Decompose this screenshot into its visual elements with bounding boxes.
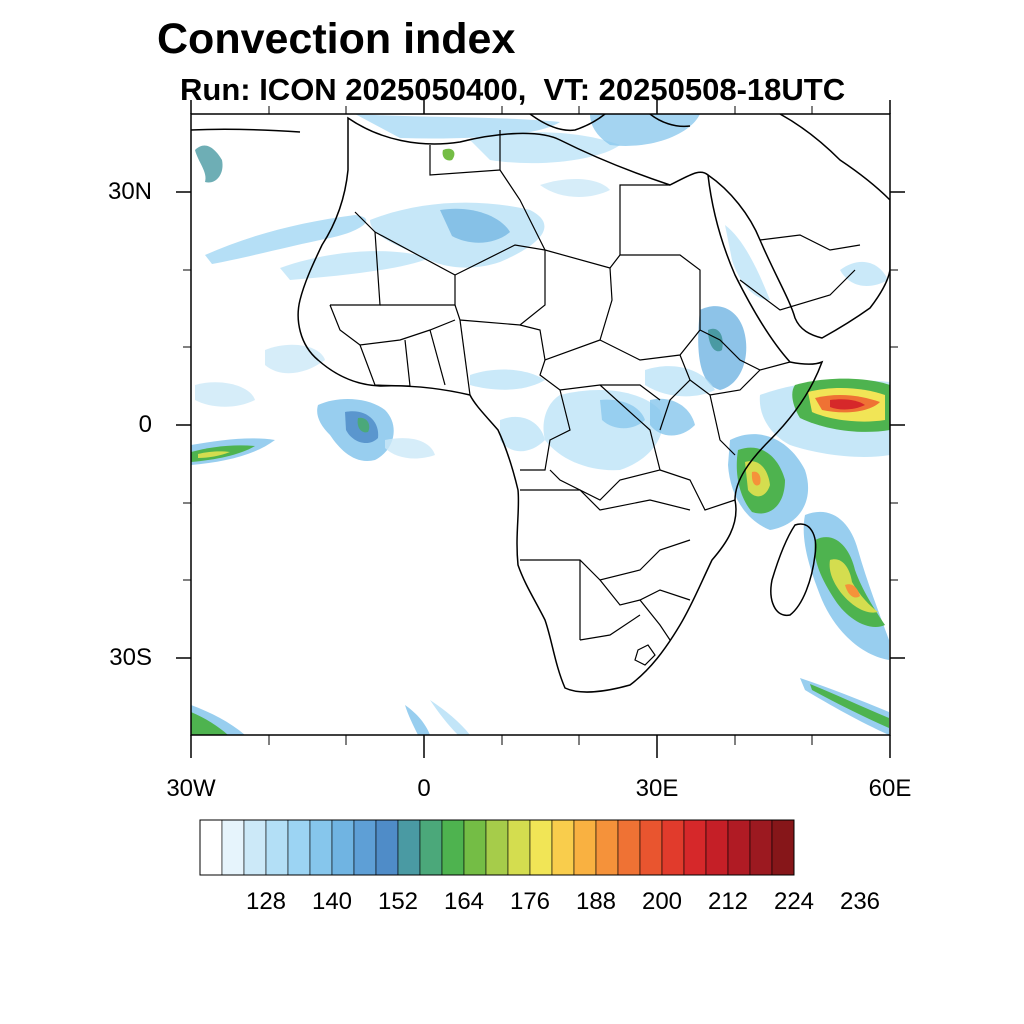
- country-borders: [329, 130, 861, 666]
- convection-area: [725, 225, 770, 300]
- convection-area: [540, 178, 610, 197]
- lon-label-30e: 30E: [635, 775, 679, 802]
- colorbar-swatch: [331, 819, 355, 876]
- colorbar-swatch: [287, 819, 311, 876]
- convection-area: [385, 438, 435, 459]
- convection-area: [829, 559, 878, 613]
- colorbar-swatch: [199, 819, 223, 876]
- colorbar-swatch: [507, 819, 531, 876]
- colorbar-swatch: [771, 819, 795, 876]
- convection-field: [191, 114, 890, 735]
- colorbar-swatch: [639, 819, 663, 876]
- convection-area: [840, 261, 888, 286]
- colorbar-swatch: [221, 819, 245, 876]
- lat-label-equator: 0: [138, 411, 152, 438]
- colorbar-label: 176: [509, 888, 551, 915]
- convection-area: [590, 114, 700, 146]
- europe-coastline: [649, 114, 691, 128]
- colorbar-swatch: [529, 819, 553, 876]
- lon-label-30w: 30W: [166, 775, 216, 802]
- colorbar-swatch: [551, 819, 575, 876]
- convection-area: [205, 215, 367, 264]
- convection-area: [357, 417, 370, 433]
- colorbar-swatch: [683, 819, 707, 876]
- convection-area: [470, 132, 620, 164]
- colorbar-swatch: [595, 819, 619, 876]
- convection-area: [645, 366, 715, 397]
- colorbar-swatch: [419, 819, 443, 876]
- colorbar-label: 212: [707, 888, 749, 915]
- axis-ticks: [176, 100, 905, 758]
- colorbar-swatch: [661, 819, 685, 876]
- colorbar-swatch: [705, 819, 729, 876]
- colorbar-swatch: [617, 819, 641, 876]
- colorbar-swatch: [375, 819, 399, 876]
- colorbar-swatch: [353, 819, 377, 876]
- map-title: Convection index: [157, 15, 516, 63]
- convection-area: [650, 398, 695, 436]
- convection-area: [470, 369, 545, 390]
- colorbar-swatch: [309, 819, 333, 876]
- convection-area: [810, 684, 889, 728]
- map-subtitle: Run: ICON 2025050400, VT: 20250508-18UTC: [180, 72, 846, 107]
- convection-area: [500, 416, 545, 452]
- colorbar-frame: [199, 819, 795, 876]
- colorbar-swatch: [727, 819, 751, 876]
- convection-area: [195, 382, 255, 407]
- minor-ticks: [183, 106, 898, 745]
- colorbar-swatch: [441, 819, 465, 876]
- colorbar-label: 140: [311, 888, 353, 915]
- convection-area: [280, 251, 430, 280]
- convection-area: [600, 399, 645, 429]
- convection-area: [830, 399, 865, 410]
- colorbar-label: 236: [839, 888, 881, 915]
- colorbar-label: 164: [443, 888, 485, 915]
- madagascar-coastline: [770, 523, 817, 616]
- colorbar-label: 152: [377, 888, 419, 915]
- colorbar-swatch: [749, 819, 773, 876]
- colorbar-label: 188: [575, 888, 617, 915]
- convection-area: [198, 451, 230, 458]
- convection-area: [430, 700, 470, 735]
- europe-coastline: [529, 114, 606, 132]
- colorbar-label: 128: [245, 888, 287, 915]
- europe-coastline: [191, 128, 301, 133]
- colorbar-swatch: [243, 819, 267, 876]
- colorbar-swatch: [397, 819, 421, 876]
- africa-coastline: [297, 116, 824, 693]
- lon-label-60e: 60E: [868, 775, 912, 802]
- convection-area: [405, 705, 430, 735]
- lat-label-30n: 30N: [107, 178, 152, 205]
- colorbar-swatch: [573, 819, 597, 876]
- colorbar-label: 224: [773, 888, 815, 915]
- convection-area: [845, 584, 860, 598]
- convection-area: [191, 712, 228, 735]
- convection-area: [442, 148, 455, 161]
- colorbar: [199, 819, 795, 876]
- convection-area: [355, 114, 560, 139]
- convection-area: [708, 328, 723, 352]
- convection-area: [195, 145, 223, 183]
- colorbar-label: 200: [641, 888, 683, 915]
- colorbar-swatch: [485, 819, 509, 876]
- colorbar-swatch: [463, 819, 487, 876]
- convection-area: [440, 208, 510, 243]
- lat-label-30s: 30S: [109, 644, 152, 671]
- lon-label-0: 0: [417, 775, 431, 802]
- colorbar-swatch: [265, 819, 289, 876]
- convection-area: [751, 471, 761, 486]
